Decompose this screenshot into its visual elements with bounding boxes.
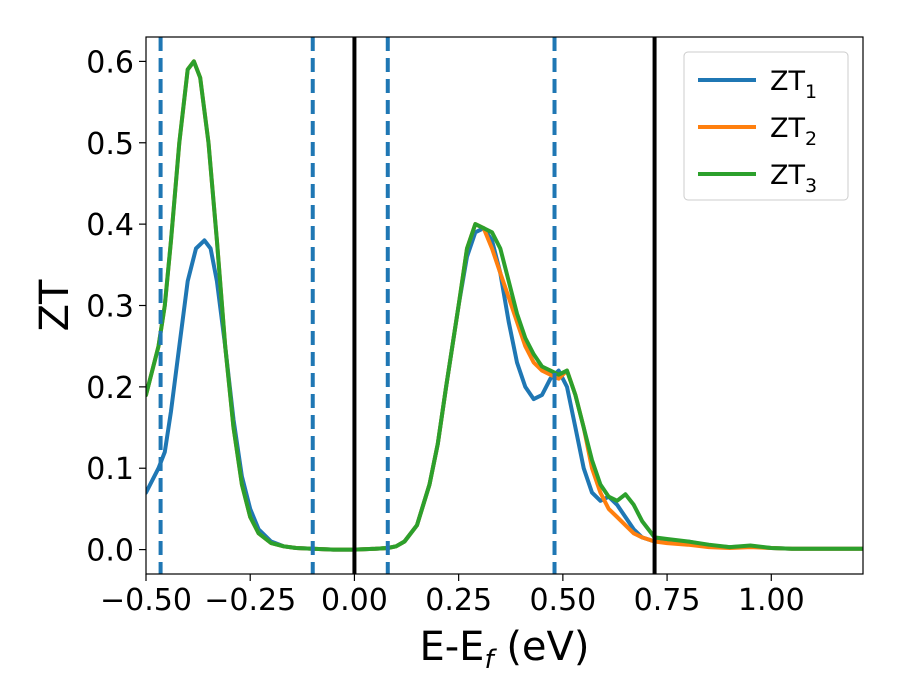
legend-label: ZT3 <box>770 160 817 197</box>
x-axis-title-unit: (eV) <box>494 624 590 670</box>
x-tick-label: 0.50 <box>529 583 596 618</box>
legend-box <box>683 51 849 201</box>
y-tick-label: 0.2 <box>86 371 134 406</box>
y-ticks: 0.0 0.1 0.2 0.3 0.4 0.5 0.6 <box>86 45 146 569</box>
legend-item-zt1: ZT1 <box>698 66 817 103</box>
legend-label: ZT2 <box>770 113 817 150</box>
y-tick-label: 0.6 <box>86 45 134 80</box>
y-tick-label: 0.4 <box>86 208 134 243</box>
x-ticks: −0.50 −0.25 0.00 0.25 0.50 0.75 1.00 <box>100 574 805 618</box>
legend-label: ZT1 <box>770 66 817 103</box>
x-tick-label: 1.00 <box>738 583 805 618</box>
y-tick-label: 0.3 <box>86 290 134 325</box>
y-tick-label: 0.1 <box>86 452 134 487</box>
legend: ZT1 ZT2 ZT3 <box>683 51 849 201</box>
x-axis-title-main: E-E <box>419 624 484 670</box>
legend-item-zt3: ZT3 <box>698 160 817 197</box>
x-tick-label: −0.50 <box>100 583 192 618</box>
series-layer <box>146 59 863 552</box>
y-tick-label: 0.5 <box>86 127 134 162</box>
series-line-zt3 <box>146 59 863 552</box>
legend-item-zt2: ZT2 <box>698 113 817 150</box>
x-tick-label: 0.25 <box>425 583 492 618</box>
vertical-lines <box>158 37 657 574</box>
x-tick-label: 0.00 <box>321 583 388 618</box>
x-tick-label: 0.75 <box>634 583 701 618</box>
x-axis-title: E-Ef (eV) <box>419 624 589 675</box>
y-axis-title: ZT <box>32 279 78 331</box>
x-tick-label: −0.25 <box>204 583 296 618</box>
y-tick-label: 0.0 <box>86 534 134 569</box>
